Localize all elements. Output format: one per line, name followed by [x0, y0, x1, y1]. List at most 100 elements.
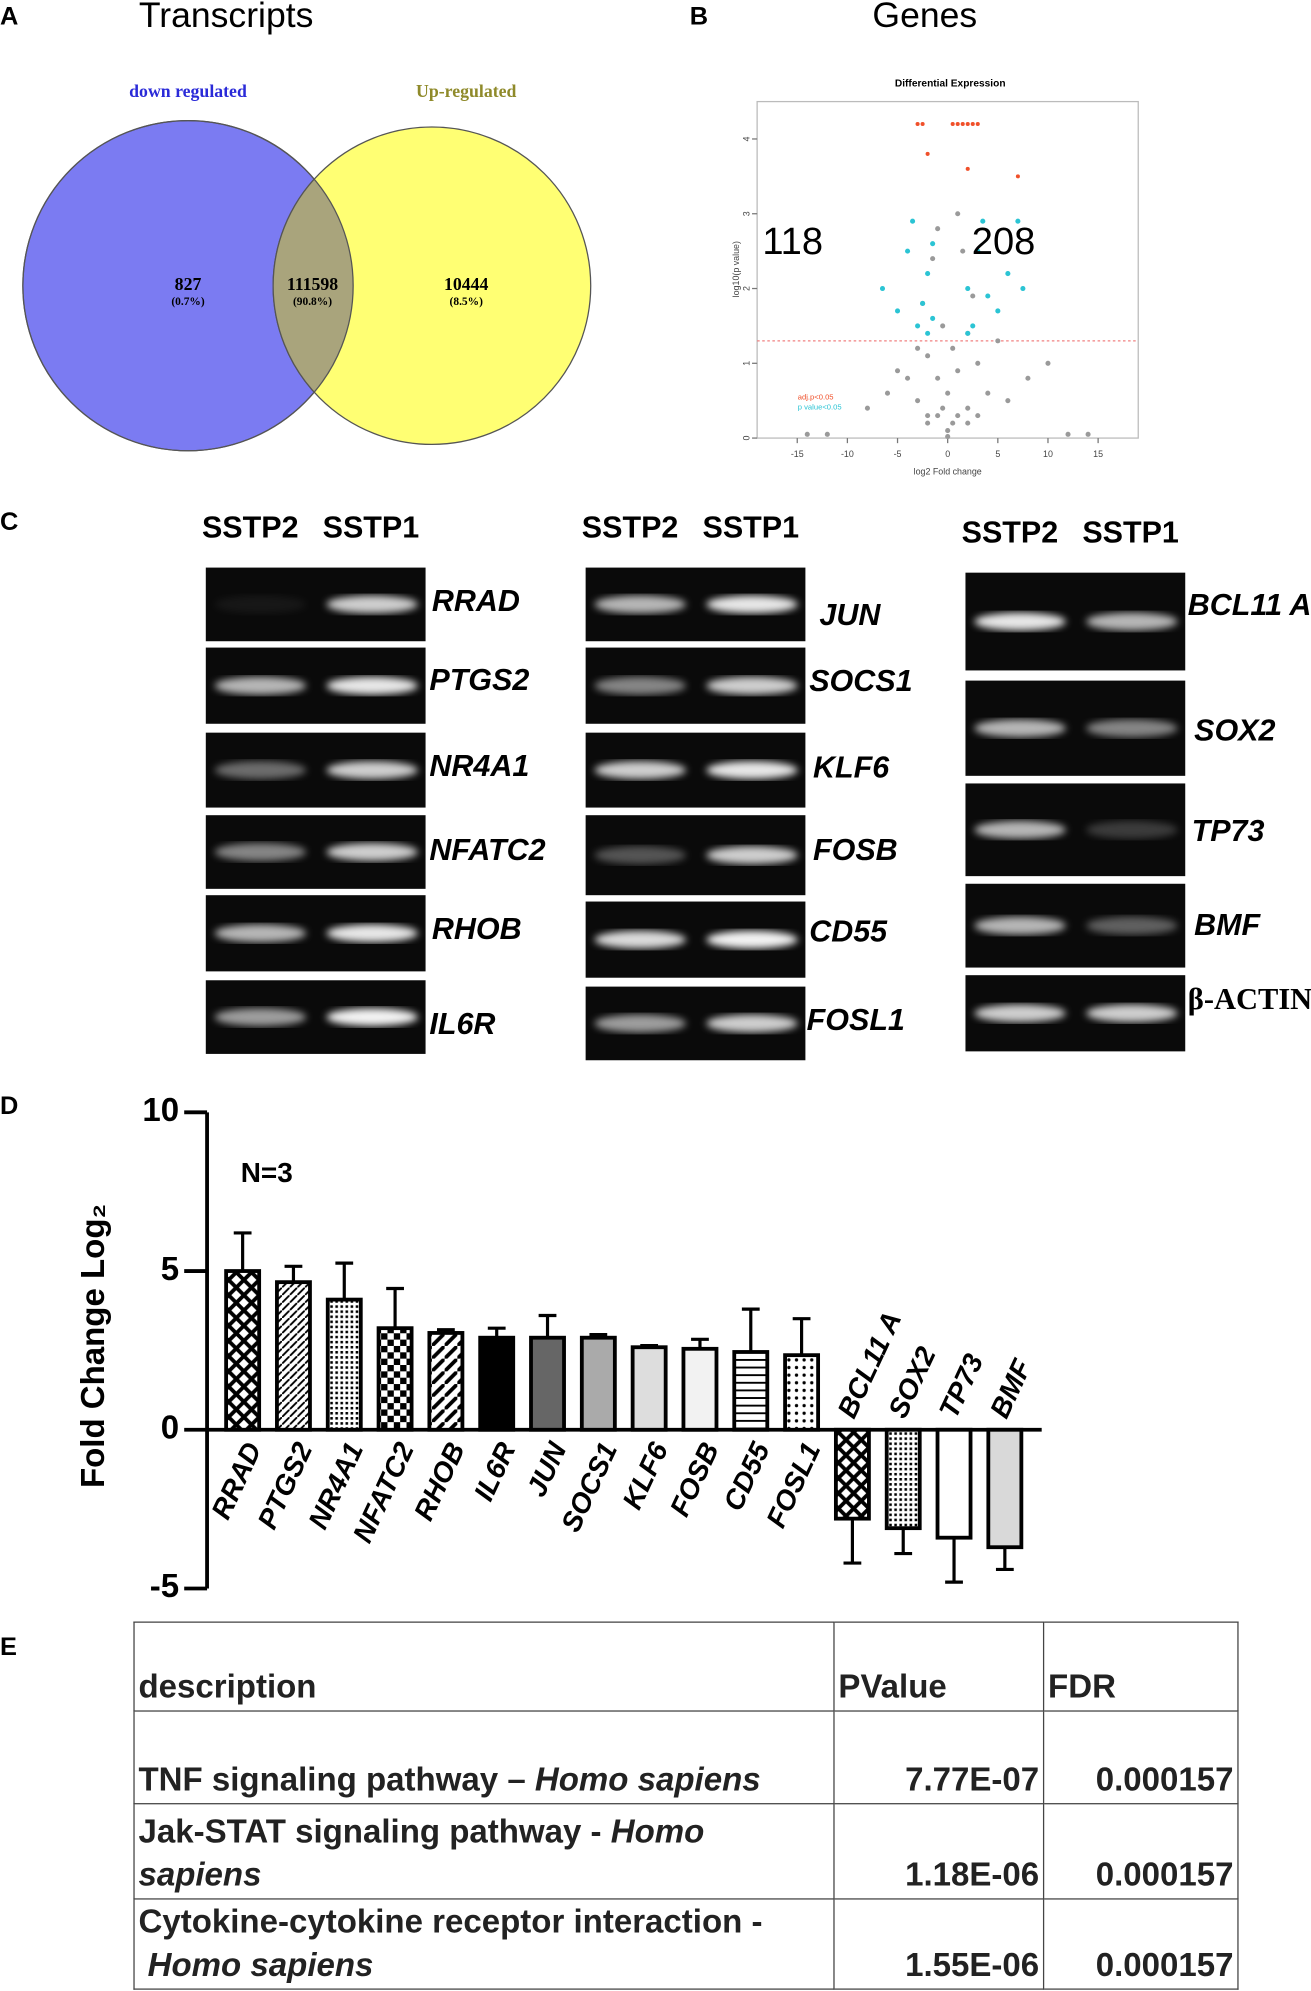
point [915, 323, 921, 329]
point [925, 151, 930, 156]
point [965, 405, 971, 411]
table-header: description [133, 1621, 835, 1712]
x-tick-label: 5 [995, 449, 1000, 459]
bar [833, 1427, 871, 1521]
gel-band [326, 843, 418, 861]
point [970, 293, 976, 299]
gene-label: NR4A1 [429, 749, 529, 783]
gel-band [326, 595, 418, 614]
gene-label: TP73 [1192, 814, 1265, 848]
gel-band [326, 676, 418, 695]
bar [275, 1280, 312, 1432]
species: Homo sapiens [534, 1759, 761, 1798]
gene-label: PTGS2 [429, 663, 529, 697]
gel-band [594, 930, 686, 949]
description: Jak-STAT signaling pathway - [138, 1811, 602, 1851]
point [955, 121, 960, 127]
point [1020, 285, 1026, 292]
y-tick-label: 4 [741, 136, 751, 141]
bar [884, 1427, 922, 1531]
bar [986, 1427, 1024, 1550]
panel-label: E [0, 1633, 17, 1661]
gene-label: RHOB [432, 912, 522, 946]
point [935, 226, 941, 232]
point [915, 121, 920, 127]
bar [427, 1331, 465, 1432]
y-axis-label: log10(p value) [731, 241, 741, 297]
point [935, 375, 941, 381]
point [920, 121, 925, 127]
point [930, 241, 936, 247]
chart-subtitle: Differential Expression [895, 78, 1006, 89]
gene-label: SOCS1 [809, 664, 912, 698]
point [930, 256, 936, 262]
bar [783, 1353, 821, 1432]
plot-frame [756, 100, 1139, 439]
gel-band [706, 761, 798, 780]
point [945, 434, 951, 440]
bar [630, 1345, 668, 1432]
point [925, 420, 931, 426]
point [905, 248, 911, 254]
gel-band [214, 924, 307, 943]
set-label: down regulated [129, 81, 247, 101]
table-cell: 1.55E-06 [833, 1898, 1045, 1990]
point [1045, 360, 1051, 366]
gel-band [974, 612, 1066, 631]
gene-label: FOSB [813, 833, 898, 867]
point [1085, 431, 1091, 437]
region-value: 111598 [287, 274, 338, 294]
point [975, 248, 981, 254]
gel-band [706, 595, 798, 614]
gel-band [1086, 719, 1178, 738]
table-cell: Cytokine-cytokine receptor interaction -… [133, 1898, 835, 1990]
point [925, 353, 931, 359]
bar [224, 1269, 262, 1432]
point [925, 271, 931, 277]
point [950, 121, 955, 127]
point [935, 413, 941, 419]
panel-label: A [0, 2, 18, 30]
lane-label: SSTP2 [202, 511, 299, 545]
y-tick-label: -5 [150, 1567, 179, 1604]
point [894, 308, 901, 314]
gel-band [1086, 612, 1178, 631]
bar [935, 1427, 973, 1540]
panel-label: D [0, 1092, 18, 1120]
y-tick-label: 2 [741, 286, 751, 291]
point [980, 218, 986, 224]
gene-label: KLF6 [813, 751, 890, 785]
annotation: N=3 [241, 1157, 293, 1188]
point [970, 121, 975, 127]
point [925, 330, 931, 336]
point [960, 248, 966, 254]
x-axis-label: log2 Fold change [914, 467, 982, 477]
gel-band [214, 595, 307, 614]
lane-label: SSTP1 [1082, 516, 1179, 550]
x-tick-label: IL6R [468, 1438, 522, 1506]
point [915, 398, 921, 404]
point [945, 428, 951, 434]
y-tick-label: 5 [161, 1250, 179, 1287]
gel-band [326, 761, 418, 780]
x-tick-label: 0 [945, 449, 950, 459]
panel-label: B [690, 2, 708, 30]
annotation: 208 [972, 221, 1036, 263]
point [879, 285, 886, 292]
point [940, 405, 946, 411]
bar [681, 1346, 719, 1432]
point [985, 390, 991, 396]
legend-entry: adj.p<0.05 [798, 392, 834, 401]
gel-band [326, 1008, 418, 1026]
table-header: FDR [1042, 1621, 1239, 1712]
point [965, 285, 971, 292]
region-percent: (90.8%) [293, 296, 332, 308]
point [925, 413, 931, 419]
region-percent: (8.5%) [450, 296, 484, 308]
gel-band [974, 1004, 1066, 1023]
x-tick-label: TP73 [933, 1349, 990, 1423]
point [824, 431, 830, 437]
point [985, 293, 991, 299]
